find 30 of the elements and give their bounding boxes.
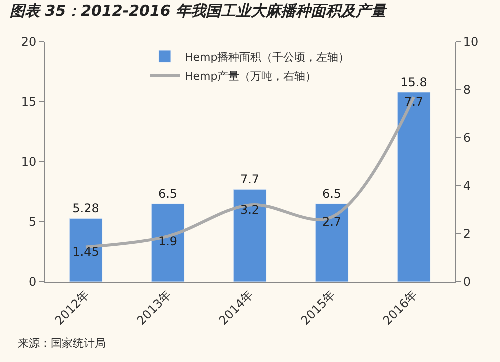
y-tick-label: 15 (21, 95, 37, 110)
data-label: 5.28 (72, 202, 100, 216)
data-label: 2.7 (322, 215, 342, 230)
data-label: 6.5 (322, 187, 342, 201)
data-label: 1.45 (72, 245, 100, 260)
data-label: 7.7 (240, 172, 260, 187)
bar (397, 92, 431, 282)
chart-title: 图表 35：2012-2016 年我国工业大麻播种面积及产量 (10, 2, 388, 20)
data-label: 6.5 (158, 187, 178, 201)
bar (233, 189, 267, 282)
data-label: 1.9 (158, 234, 178, 248)
y2-tick-label: 0 (463, 275, 472, 290)
y-tick-label: 5 (28, 215, 37, 230)
data-label: 15.8 (400, 75, 428, 90)
data-label: 7.7 (404, 95, 424, 110)
legend-label: Hemp产量（万吨，右轴） (185, 70, 317, 83)
y2-tick-label: 10 (463, 35, 479, 50)
y2-tick-label: 8 (463, 83, 472, 98)
y-tick-label: 0 (28, 275, 37, 290)
y2-tick-label: 6 (463, 131, 472, 146)
y2-tick-label: 4 (463, 179, 472, 194)
bar (151, 204, 185, 282)
y-tick-label: 10 (21, 155, 37, 170)
bar (315, 204, 349, 282)
source-note: 来源：国家统计局 (18, 337, 106, 350)
y-tick-label: 20 (21, 35, 37, 50)
y2-tick-label: 2 (463, 227, 472, 242)
data-label: 3.2 (240, 203, 260, 218)
legend-label: Hemp播种面积（千公顷，左轴） (185, 50, 350, 64)
bar (69, 218, 103, 282)
